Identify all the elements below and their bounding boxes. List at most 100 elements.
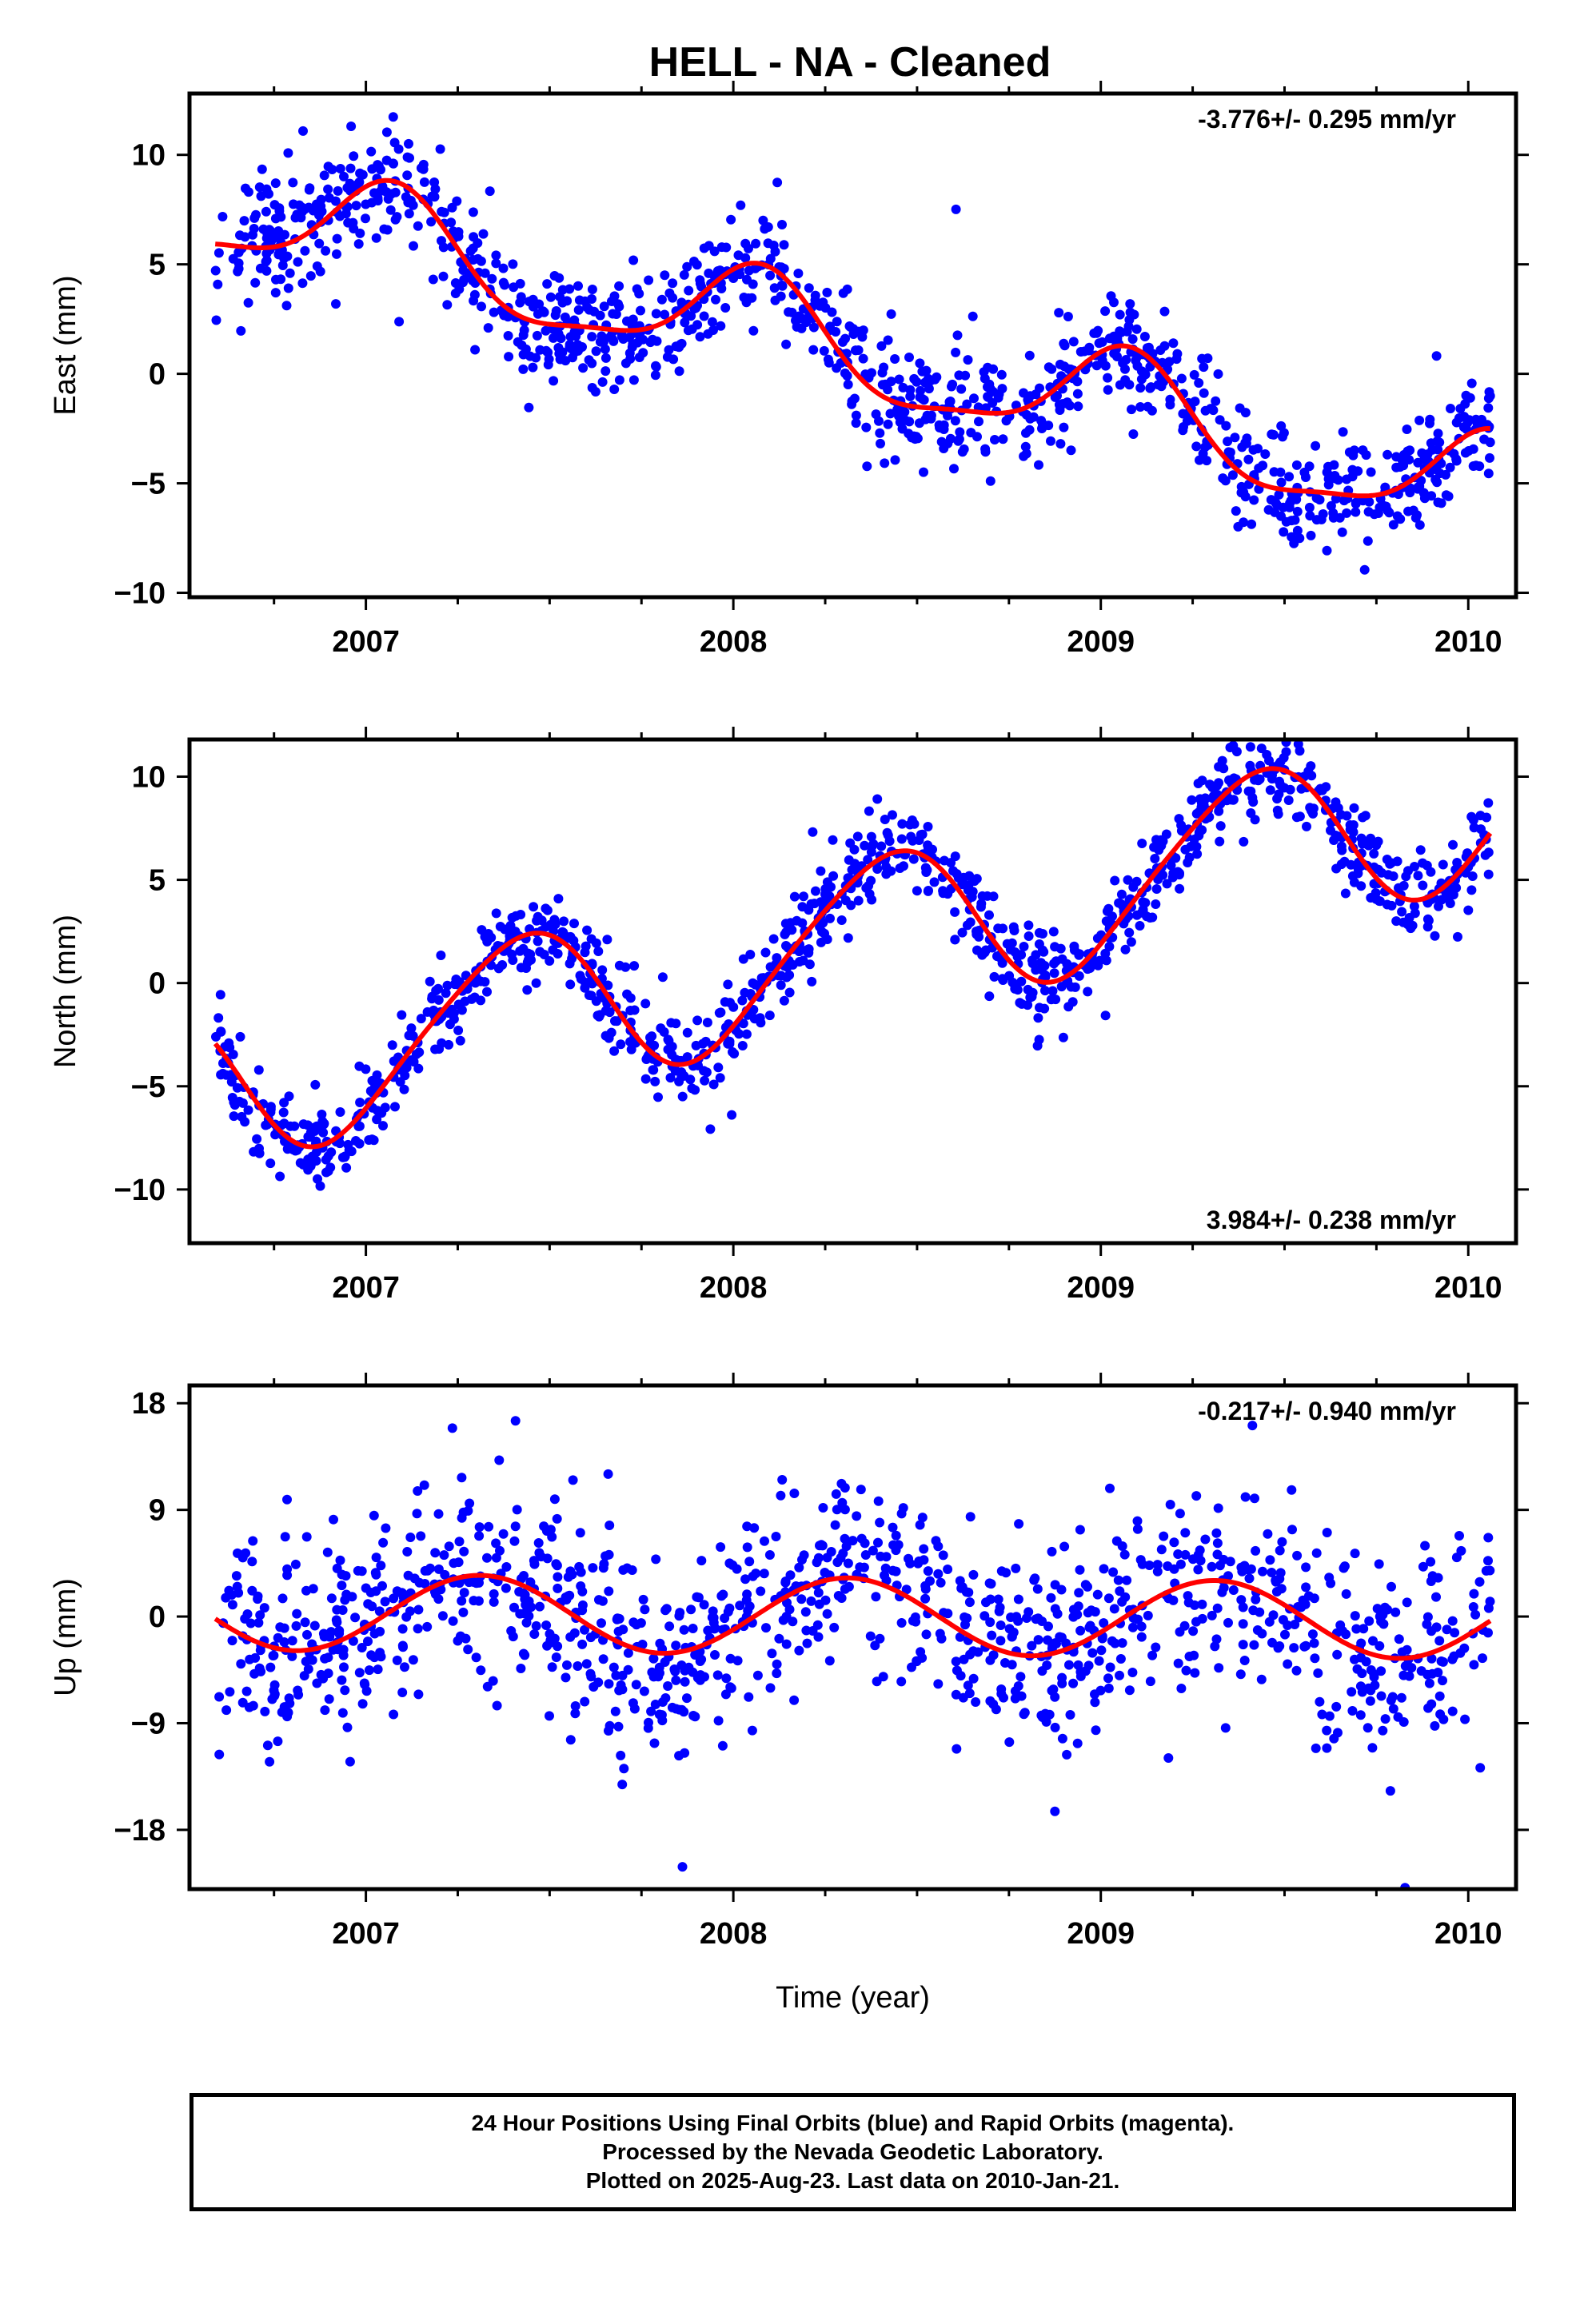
up-data-point (329, 1514, 338, 1525)
east-data-point (269, 200, 280, 210)
up-data-point (397, 1624, 408, 1634)
east-data-point (211, 315, 221, 325)
north-data-point (917, 829, 928, 839)
east-data-point (776, 291, 786, 301)
up-data-point (570, 1708, 581, 1719)
north-data-point (1274, 789, 1284, 799)
east-data-point (793, 269, 804, 278)
east-data-point (827, 307, 837, 317)
east-data-point (439, 207, 449, 217)
east-data-point (1451, 454, 1462, 464)
north-data-point (453, 1025, 464, 1035)
north-data-point (781, 941, 791, 951)
north-data-point (1184, 852, 1195, 863)
north-y-axis-label: North (mm) (49, 915, 82, 1068)
up-data-point (1117, 1638, 1127, 1648)
north-data-point (713, 1062, 724, 1073)
north-data-point (404, 1030, 414, 1041)
up-data-point (604, 1521, 615, 1530)
east-data-point (1127, 334, 1138, 345)
east-data-point (668, 293, 678, 303)
east-data-point (904, 417, 915, 427)
up-data-point (651, 1554, 661, 1565)
up-data-point (1420, 1541, 1430, 1551)
up-data-point (1390, 1607, 1401, 1617)
up-data-point (1050, 1806, 1060, 1816)
north-data-point (803, 947, 813, 958)
north-data-point (948, 866, 958, 876)
up-data-point (482, 1553, 492, 1563)
east-data-point (885, 409, 896, 419)
north-data-point (679, 1070, 689, 1081)
east-data-point (516, 292, 526, 302)
east-data-point (696, 281, 707, 292)
north-data-point (852, 831, 863, 842)
east-data-point (351, 180, 361, 190)
north-x-tick-label: 2008 (700, 1271, 768, 1305)
north-data-point (325, 1162, 336, 1173)
up-data-point (703, 1625, 713, 1636)
east-y-axis-label: East (mm) (49, 275, 82, 415)
up-data-point (987, 1630, 997, 1640)
north-data-point (737, 1041, 748, 1050)
up-data-point (735, 1600, 745, 1611)
up-data-point (576, 1581, 586, 1591)
east-data-point (332, 249, 341, 259)
north-data-point (1250, 815, 1260, 825)
up-data-point (1289, 1643, 1299, 1653)
north-data-point (1462, 848, 1473, 859)
north-data-point (1194, 827, 1204, 838)
north-data-point (591, 938, 601, 948)
east-data-point (768, 241, 779, 250)
up-data-point (650, 1700, 660, 1709)
up-data-point (1239, 1656, 1250, 1665)
east-data-point (628, 375, 639, 385)
north-points (211, 739, 1494, 1191)
north-data-point (950, 907, 960, 917)
north-data-point (741, 1029, 752, 1039)
east-data-point (744, 243, 753, 253)
east-data-point (294, 200, 305, 210)
north-data-point (372, 1114, 382, 1125)
east-data-point (1397, 455, 1407, 465)
north-data-point (993, 923, 1003, 934)
east-data-point (333, 185, 343, 196)
up-data-point (710, 1650, 720, 1660)
east-data-point (1164, 357, 1175, 367)
up-data-point (517, 1573, 526, 1584)
north-data-point (1239, 836, 1249, 847)
east-data-point (983, 392, 993, 402)
east-data-point (438, 271, 449, 281)
up-data-point (492, 1700, 502, 1711)
north-data-point (972, 874, 982, 884)
north-data-point (1040, 986, 1050, 996)
up-data-point (307, 1655, 317, 1665)
north-data-point (992, 951, 1002, 962)
up-data-point (363, 1636, 373, 1647)
north-data-point (279, 1098, 289, 1108)
north-data-point (593, 947, 604, 956)
east-data-point (1223, 436, 1233, 447)
north-data-point (734, 1029, 744, 1039)
up-data-point (371, 1553, 381, 1563)
north-data-point (1063, 1002, 1074, 1012)
up-data-point (971, 1697, 981, 1707)
north-data-point (1150, 854, 1160, 863)
up-data-point (637, 1640, 648, 1649)
east-data-point (483, 323, 493, 333)
up-data-point (1460, 1714, 1470, 1724)
north-data-point (665, 1073, 676, 1083)
north-data-point (1031, 965, 1041, 975)
up-data-point (221, 1593, 231, 1603)
east-data-point (949, 464, 959, 474)
north-data-point (409, 1057, 419, 1067)
east-data-point (1326, 500, 1336, 511)
east-data-point (627, 321, 637, 330)
east-data-point (980, 373, 990, 384)
up-data-point (1264, 1616, 1275, 1627)
north-data-point (225, 1042, 235, 1053)
up-data-point (676, 1704, 687, 1715)
up-data-point (728, 1560, 738, 1570)
east-data-point (779, 264, 789, 273)
up-data-point (830, 1520, 840, 1530)
